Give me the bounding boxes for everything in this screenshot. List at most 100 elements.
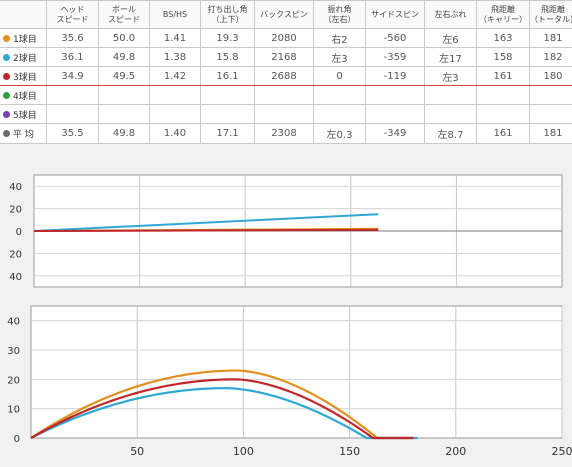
- table-cell-bs_hs: [149, 85, 201, 105]
- top-view-chart: 40 20 0 20 40: [0, 164, 572, 295]
- table-cell-sidespin: -560: [365, 28, 425, 48]
- top-view-y-tick-label: 40: [9, 272, 22, 283]
- table-cell-total: 180: [529, 66, 572, 86]
- table-cell-sidespin: [365, 85, 425, 105]
- table-cell-side_angle: [313, 85, 366, 105]
- shot-label: 3球目: [13, 72, 37, 83]
- table-row[interactable]: 3球目 34.9 49.5 1.42 16.1 2688 0 -119 左3 161 180: [0, 66, 572, 86]
- side-view-x-tick-label: 50: [130, 445, 144, 458]
- shot-label-cell: 4球目: [0, 85, 47, 105]
- top-view-y-tick-label: 0: [16, 227, 22, 238]
- shot-color-dot: [3, 130, 10, 137]
- table-cell-sidespin: -349: [365, 123, 425, 144]
- table-row[interactable]: 5球目: [0, 104, 572, 124]
- table-cell-ball_speed: [98, 104, 150, 124]
- table-cell-launch_angle: 15.8: [200, 47, 255, 67]
- top-view-y-tick-label: 40: [9, 182, 22, 193]
- side-view-x-tick-label: 250: [552, 445, 572, 458]
- shot-color-dot: [3, 91, 10, 99]
- table-cell-backspin: 2308: [254, 123, 314, 144]
- table-cell-deviation: [424, 104, 477, 124]
- table-row[interactable]: 平 均 35.5 49.8 1.40 17.1 2308 左0.3 -349 左8.7 161 18…: [0, 123, 572, 144]
- table-cell-side_angle: 0: [313, 66, 366, 86]
- table-cell-bs_hs: [149, 104, 201, 124]
- column-header-ball_speed: ボール スピード: [98, 0, 150, 29]
- table-cell-head_speed: [46, 104, 99, 124]
- table-cell-sidespin: -119: [365, 66, 425, 86]
- shot-color-dot: [3, 110, 10, 118]
- shot-data-table: ヘッド スピード ボール スピード BS/HS 打ち出し角 （上下） バックスピン 振れ角…: [0, 0, 572, 144]
- table-cell-total: [529, 104, 572, 124]
- table-cell-head_speed: 36.1: [46, 47, 99, 67]
- side-view-y-tick-label: 20: [7, 375, 20, 386]
- side-view-y-tick-label: 30: [7, 346, 20, 357]
- shot-label-cell: 3球目: [0, 66, 47, 86]
- table-cell-carry: 161: [476, 66, 530, 86]
- column-header-backspin: バックスピン: [254, 0, 314, 29]
- table-cell-ball_speed: 49.8: [98, 47, 150, 67]
- table-cell-backspin: [254, 104, 314, 124]
- table-cell-bs_hs: 1.40: [149, 123, 201, 144]
- table-cell-total: [529, 85, 572, 105]
- table-cell-head_speed: 35.5: [46, 123, 99, 144]
- table-cell-carry: 158: [476, 47, 530, 67]
- shot-color-dot: [3, 53, 10, 61]
- table-cell-bs_hs: 1.38: [149, 47, 201, 67]
- side-view-plot-area: [30, 305, 563, 439]
- table-cell-launch_angle: 16.1: [200, 66, 255, 86]
- shot-color-dot: [3, 72, 10, 80]
- side-view-x-tick-label: 150: [339, 445, 360, 458]
- table-cell-deviation: [424, 85, 477, 105]
- table-cell-side_angle: 右2: [313, 28, 366, 48]
- shot-label-cell: 1球目: [0, 28, 47, 48]
- side-view-y-tick-label: 0: [14, 434, 20, 445]
- table-cell-deviation: 左8.7: [424, 123, 477, 144]
- shot-data-panel: ヘッド スピード ボール スピード BS/HS 打ち出し角 （上下） バックスピン 振れ角…: [0, 0, 572, 144]
- table-cell-deviation: 左3: [424, 66, 477, 86]
- table-cell-side_angle: 左3: [313, 47, 366, 67]
- table-cell-ball_speed: 49.8: [98, 123, 150, 144]
- column-header-launch_angle: 打ち出し角 （上下）: [200, 0, 255, 29]
- table-cell-ball_speed: 50.0: [98, 28, 150, 48]
- column-header-carry: 飛距離 （キャリー）: [476, 0, 530, 29]
- top-view-y-tick-label: 20: [9, 249, 22, 260]
- side-view-x-tick-label: 200: [445, 445, 466, 458]
- side-view-x-tick-label: 100: [233, 445, 254, 458]
- table-cell-ball_speed: [98, 85, 150, 105]
- column-header-label: [0, 0, 47, 29]
- table-cell-backspin: 2688: [254, 66, 314, 86]
- table-cell-total: 181: [529, 28, 572, 48]
- shot-color-dot: [3, 34, 10, 42]
- table-cell-side_angle: 左0.3: [313, 123, 366, 144]
- table-cell-launch_angle: 19.3: [200, 28, 255, 48]
- table-header-row: ヘッド スピード ボール スピード BS/HS 打ち出し角 （上下） バックスピン 振れ角…: [0, 0, 572, 29]
- shot-label: 4球目: [13, 91, 37, 102]
- table-cell-sidespin: -359: [365, 47, 425, 67]
- side-view-y-tick-label: 40: [7, 317, 20, 328]
- table-cell-head_speed: 34.9: [46, 66, 99, 86]
- table-cell-ball_speed: 49.5: [98, 66, 150, 86]
- table-cell-bs_hs: 1.41: [149, 28, 201, 48]
- shot-label: 1球目: [13, 34, 37, 45]
- table-cell-bs_hs: 1.42: [149, 66, 201, 86]
- table-cell-sidespin: [365, 104, 425, 124]
- side-view-trajectory: [30, 387, 418, 440]
- shot-label-cell: 5球目: [0, 104, 47, 124]
- side-view-trajectory: [30, 378, 414, 440]
- top-view-shot-line: [33, 228, 379, 232]
- table-cell-deviation: 左6: [424, 28, 477, 48]
- column-header-deviation: 左右ぶれ: [424, 0, 477, 29]
- shot-label-cell: 平 均: [0, 123, 47, 144]
- table-cell-carry: 163: [476, 28, 530, 48]
- table-cell-carry: [476, 85, 530, 105]
- table-cell-backspin: 2168: [254, 47, 314, 67]
- column-header-side_angle: 振れ角 （左右）: [313, 0, 366, 29]
- table-row[interactable]: 4球目: [0, 85, 572, 105]
- column-header-sidespin: サイドスピン: [365, 0, 425, 29]
- table-row[interactable]: 1球目 35.6 50.0 1.41 19.3 2080 右2 -560 左6 163 181: [0, 28, 572, 48]
- table-row[interactable]: 2球目 36.1 49.8 1.38 15.8 2168 左3 -359 左17 158 182: [0, 47, 572, 67]
- shot-label: 平 均: [13, 130, 34, 140]
- table-cell-deviation: 左17: [424, 47, 477, 67]
- column-header-total: 飛距離 （トータル）: [529, 0, 572, 29]
